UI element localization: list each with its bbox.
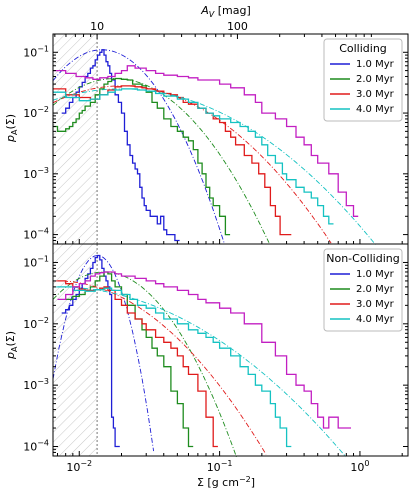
y-tick-label: 10−2 bbox=[23, 316, 49, 331]
legend-title: Colliding bbox=[339, 42, 387, 55]
y-tick-label: 10−2 bbox=[23, 105, 49, 120]
legend-label: 3.0 Myr bbox=[356, 89, 395, 100]
series-line-4-0-myr bbox=[57, 286, 292, 448]
fit-curve bbox=[53, 286, 347, 458]
x-axis-label: Σ [g cm−2] bbox=[197, 475, 255, 489]
excluded-region-hatch bbox=[53, 244, 98, 456]
y-tick-label: 10−4 bbox=[23, 227, 49, 242]
y-tick-label: 10−1 bbox=[23, 44, 49, 59]
legend-label: 1.0 Myr bbox=[356, 269, 395, 280]
y-tick-label: 10−4 bbox=[23, 438, 49, 453]
series-line-1-0-myr bbox=[61, 254, 120, 448]
y-axis-label-top: pA(Σ) bbox=[4, 114, 19, 143]
fit-curve bbox=[52, 85, 332, 244]
panel-colliding: 10−4 10−3 10−2 10−1 10 100 Colliding 1.0 Myr 2.… bbox=[23, 20, 409, 245]
fit-curve bbox=[52, 88, 376, 245]
top-tick-label: 10 bbox=[90, 20, 104, 33]
y-axis-label-bottom: pA(Σ) bbox=[4, 331, 19, 360]
series-line-extra bbox=[57, 271, 351, 429]
fit-curve bbox=[52, 49, 226, 245]
y-tick-label: 10−3 bbox=[23, 166, 49, 181]
top-tick-label: 100 bbox=[227, 20, 248, 33]
top-axis-label: AV [mag] bbox=[200, 4, 251, 19]
y-tick-label: 10−1 bbox=[23, 254, 49, 269]
fit-curve bbox=[52, 271, 237, 458]
x-tick-label: 10−2 bbox=[66, 459, 92, 474]
series-line-3-0-myr bbox=[53, 85, 292, 236]
legend-box bbox=[323, 248, 403, 332]
legend-label: 2.0 Myr bbox=[356, 284, 395, 295]
fit-curve bbox=[52, 255, 155, 452]
legend-label: 4.0 Myr bbox=[356, 314, 395, 325]
panel-non-colliding: 10−4 10−3 10−2 10−1 10−2 10−1 100 Non-Collidin… bbox=[23, 243, 409, 474]
legend-label: 3.0 Myr bbox=[356, 299, 395, 310]
excluded-region-hatch bbox=[53, 34, 98, 244]
legend-label: 4.0 Myr bbox=[356, 104, 395, 115]
series-line-extra bbox=[53, 65, 359, 217]
fit-curve bbox=[52, 280, 267, 455]
series-line-2-0-myr bbox=[53, 77, 231, 236]
legend-label: 1.0 Myr bbox=[356, 59, 395, 70]
legend-title: Non-Colliding bbox=[326, 252, 399, 265]
plot-frame bbox=[52, 243, 409, 457]
series-line-4-0-myr bbox=[53, 88, 334, 225]
x-tick-label: 100 bbox=[350, 459, 369, 474]
x-tick-label: 10−1 bbox=[207, 459, 233, 474]
legend-box bbox=[323, 38, 403, 122]
legend-label: 2.0 Myr bbox=[356, 74, 395, 85]
y-tick-label: 10−3 bbox=[23, 377, 49, 392]
